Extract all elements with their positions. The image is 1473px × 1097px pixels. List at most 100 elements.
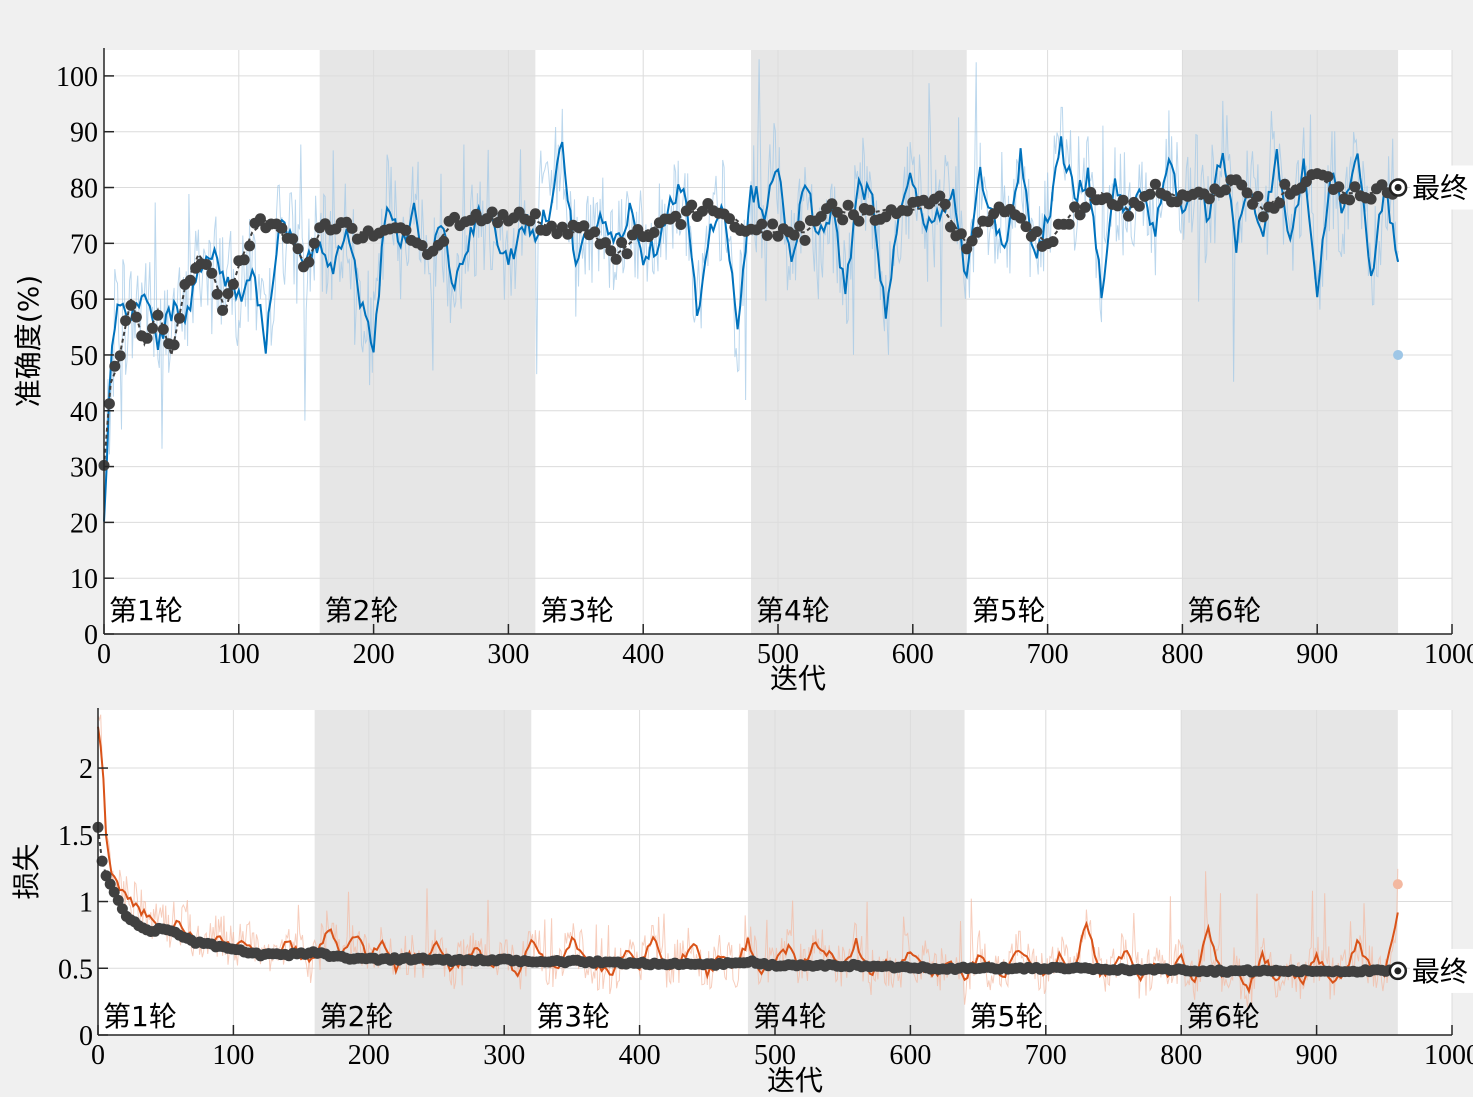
loss-final-label: 最终 bbox=[1412, 955, 1468, 988]
accuracy-validation-point bbox=[1279, 178, 1291, 190]
accuracy-validation-point bbox=[686, 199, 698, 211]
accuracy-validation-point bbox=[1031, 226, 1043, 238]
accuracy-validation-point bbox=[675, 219, 687, 230]
accuracy-validation-point bbox=[1236, 179, 1248, 191]
accuracy-validation-point bbox=[400, 224, 412, 236]
accuracy-validation-point bbox=[109, 360, 121, 372]
accuracy-x-tick-label-5: 500 bbox=[757, 639, 799, 670]
accuracy-validation-point bbox=[200, 259, 212, 270]
accuracy-validation-point bbox=[546, 220, 557, 232]
accuracy-validation-point bbox=[761, 230, 773, 241]
accuracy-epoch-label-3: 第3轮 bbox=[540, 594, 614, 627]
accuracy-validation-point bbox=[1274, 197, 1285, 209]
loss-final-label-bg bbox=[1409, 948, 1473, 993]
accuracy-validation-point bbox=[1376, 179, 1388, 191]
accuracy-validation-point bbox=[211, 288, 223, 300]
accuracy-validation-point bbox=[416, 240, 428, 251]
accuracy-validation-points bbox=[98, 168, 1404, 471]
accuracy-x-tick-label-4: 400 bbox=[622, 639, 664, 670]
accuracy-validation-point bbox=[1203, 193, 1215, 205]
loss-epoch-label-3: 第3轮 bbox=[536, 1000, 610, 1033]
accuracy-validation-point bbox=[724, 213, 735, 225]
accuracy-validation-point bbox=[1015, 212, 1027, 224]
accuracy-validation-point bbox=[982, 216, 994, 228]
accuracy-validation-point bbox=[1063, 218, 1075, 230]
accuracy-epoch-shade-6 bbox=[1182, 50, 1399, 634]
accuracy-validation-point bbox=[449, 211, 460, 223]
loss-raw-trace bbox=[97, 714, 1399, 1008]
accuracy-validation-point bbox=[222, 288, 234, 300]
accuracy-y-tick-label-1: 10 bbox=[70, 564, 98, 595]
accuracy-validation-point bbox=[125, 299, 137, 311]
loss-y-tick-label-2: 1 bbox=[79, 888, 93, 919]
accuracy-validation-point bbox=[157, 323, 169, 335]
accuracy-validation-point bbox=[589, 226, 601, 238]
accuracy-validation-point bbox=[788, 229, 800, 241]
loss-x-tick-label-4: 400 bbox=[619, 1040, 661, 1071]
accuracy-validation-point bbox=[648, 227, 660, 238]
accuracy-validation-point bbox=[1149, 178, 1161, 190]
accuracy-validation-point bbox=[605, 245, 617, 257]
accuracy-validation-point bbox=[901, 205, 913, 217]
accuracy-validation-point bbox=[831, 206, 843, 218]
accuracy-validation-point bbox=[600, 237, 611, 249]
loss-final-marker-dot bbox=[1394, 967, 1402, 975]
accuracy-validation-point bbox=[815, 211, 827, 222]
loss-validation-point bbox=[100, 870, 112, 882]
accuracy-validation-point bbox=[120, 315, 132, 327]
accuracy-validation-point bbox=[130, 311, 142, 323]
loss-final-light-marker bbox=[1392, 879, 1403, 890]
accuracy-epoch-label-6: 第6轮 bbox=[1187, 594, 1261, 627]
accuracy-validation-point bbox=[562, 228, 574, 240]
accuracy-y-tick-label-7: 70 bbox=[70, 229, 98, 260]
loss-y-tick-label-1: 0.5 bbox=[58, 954, 93, 985]
accuracy-epoch-label-1: 第1轮 bbox=[109, 594, 183, 627]
loss-validation-point bbox=[96, 855, 108, 867]
accuracy-final-marker-dot bbox=[1394, 184, 1402, 192]
accuracy-validation-point bbox=[767, 218, 779, 230]
accuracy-validation-point bbox=[1079, 201, 1091, 213]
accuracy-validation-point bbox=[486, 206, 498, 218]
accuracy-validation-point bbox=[1133, 200, 1145, 212]
accuracy-x-tick-label-0: 0 bbox=[97, 639, 111, 670]
accuracy-validation-point bbox=[837, 214, 849, 226]
loss-epoch-label-6: 第6轮 bbox=[1186, 1000, 1260, 1033]
accuracy-validation-point bbox=[1144, 188, 1156, 200]
accuracy-validation-point bbox=[1247, 198, 1258, 210]
accuracy-validation-point bbox=[1349, 181, 1361, 193]
loss-epoch-label-2: 第2轮 bbox=[320, 1000, 394, 1033]
accuracy-epoch-shade-4 bbox=[751, 50, 967, 634]
accuracy-validation-point bbox=[826, 198, 838, 210]
loss-validation-point bbox=[112, 894, 124, 906]
accuracy-validation-point bbox=[955, 228, 967, 240]
accuracy-validation-point bbox=[303, 256, 315, 268]
accuracy-validation-point bbox=[346, 222, 358, 234]
accuracy-y-tick-label-6: 60 bbox=[70, 285, 98, 316]
accuracy-final-light-marker bbox=[1393, 349, 1404, 360]
accuracy-validation-point bbox=[1047, 236, 1059, 248]
accuracy-validation-point bbox=[670, 210, 682, 222]
accuracy-validation-point bbox=[174, 312, 185, 324]
accuracy-x-tick-label-7: 700 bbox=[1027, 639, 1069, 670]
accuracy-validation-point bbox=[1220, 184, 1231, 196]
accuracy-validation-point bbox=[616, 237, 628, 248]
accuracy-y-tick-label-4: 40 bbox=[70, 397, 98, 428]
accuracy-validation-point bbox=[308, 237, 320, 249]
accuracy-validation-point bbox=[1322, 171, 1334, 183]
accuracy-validation-point bbox=[1020, 221, 1032, 233]
accuracy-validation-point bbox=[966, 235, 978, 247]
accuracy-validation-point bbox=[103, 398, 115, 410]
accuracy-final-label: 最终 bbox=[1412, 172, 1468, 205]
accuracy-validation-point bbox=[799, 234, 811, 246]
accuracy-epoch-label-4: 第4轮 bbox=[756, 594, 830, 627]
accuracy-validation-point bbox=[934, 190, 946, 202]
loss-x-tick-label-3: 300 bbox=[483, 1040, 525, 1071]
accuracy-epoch-label-2: 第2轮 bbox=[325, 594, 399, 627]
accuracy-validation-point bbox=[1117, 194, 1129, 206]
accuracy-x-tick-label-6: 600 bbox=[892, 639, 934, 670]
accuracy-validation-point bbox=[961, 243, 973, 255]
accuracy-validation-point bbox=[697, 205, 708, 217]
accuracy-validation-point bbox=[610, 253, 622, 265]
loss-epoch-label-1: 第1轮 bbox=[103, 1000, 177, 1033]
